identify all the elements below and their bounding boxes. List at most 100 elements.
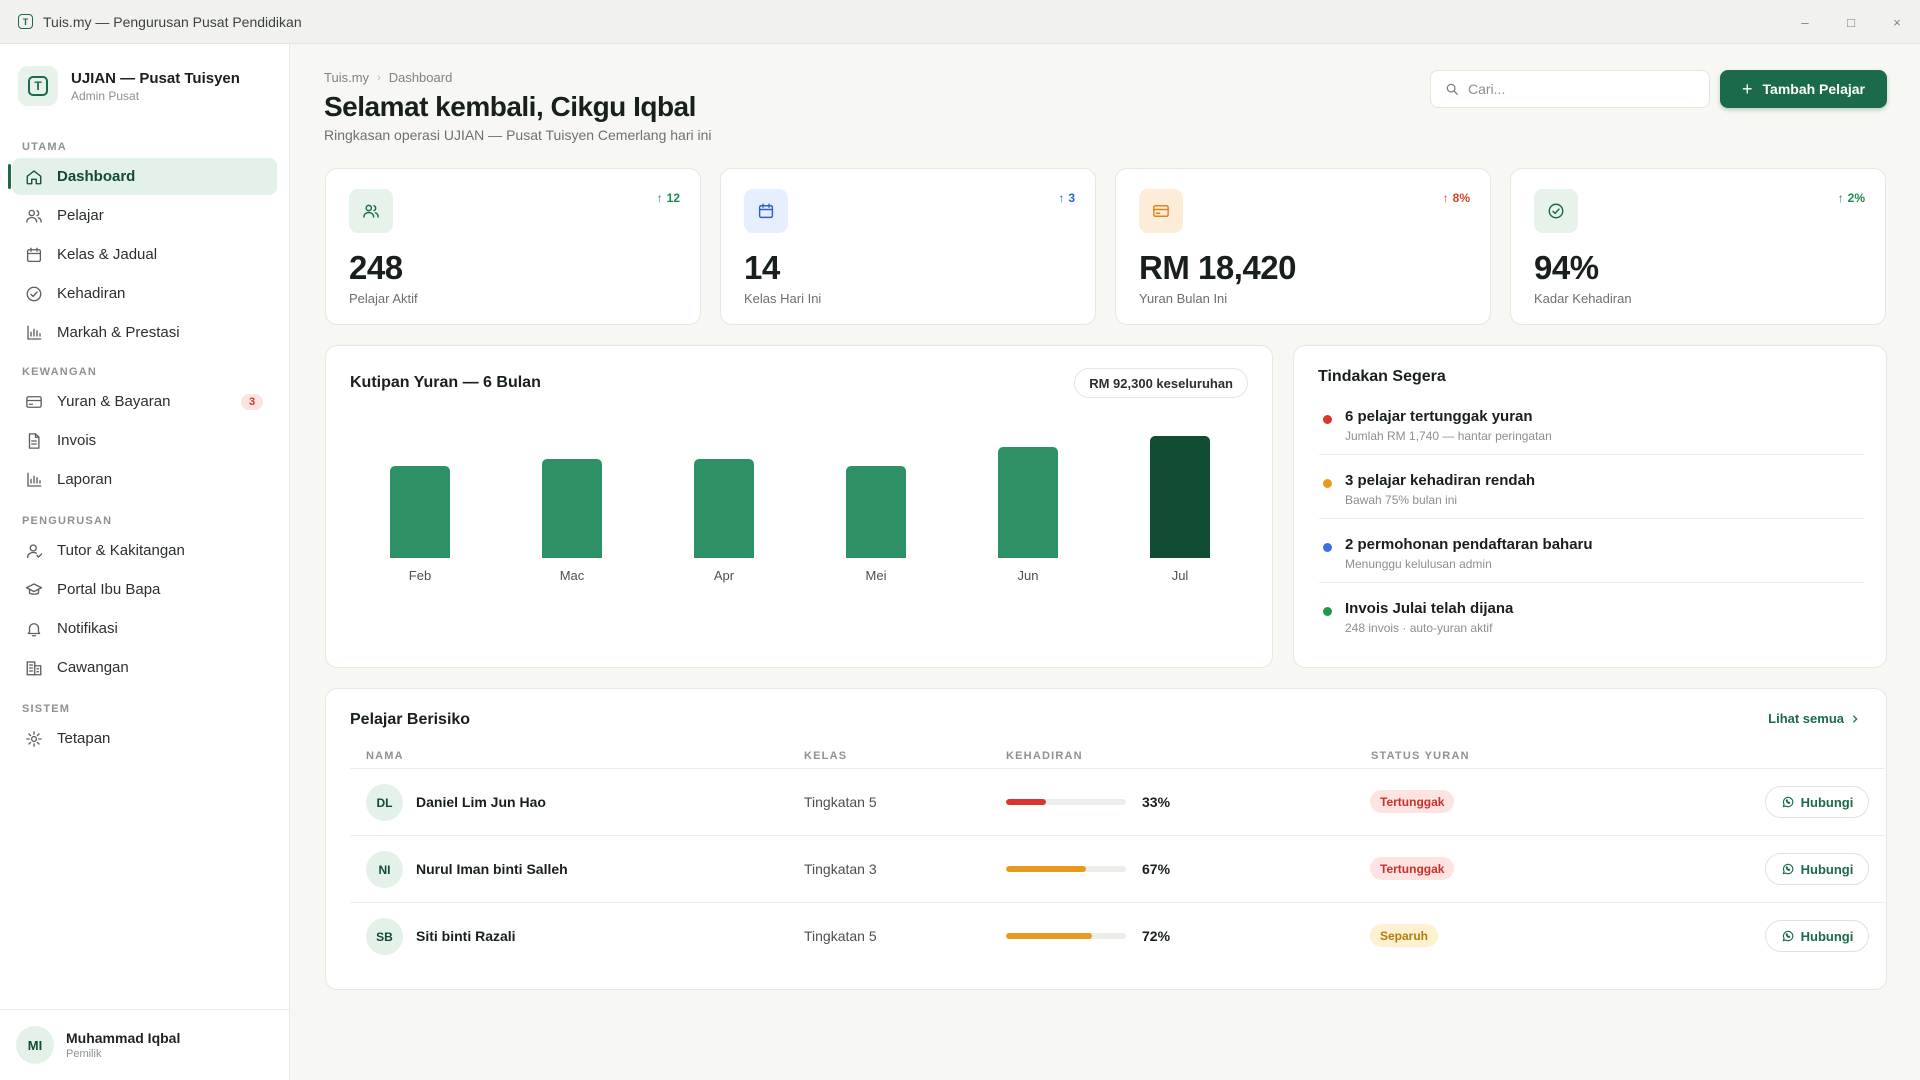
- breadcrumb: Tuis.my › Dashboard: [324, 70, 452, 85]
- student-name: Siti binti Razali: [416, 928, 516, 944]
- stat-card-active-students[interactable]: ↑ 12 248 Pelajar Aktif: [325, 168, 701, 325]
- gear-icon: [26, 730, 42, 747]
- student-name: Daniel Lim Jun Hao: [416, 794, 546, 810]
- sidebar-item-label: Notifikasi: [57, 620, 118, 637]
- sidebar-item-label: Kelas & Jadual: [57, 246, 158, 263]
- contact-button[interactable]: Hubungi: [1765, 853, 1869, 885]
- contact-button[interactable]: Hubungi: [1765, 786, 1869, 818]
- calendar-icon: [744, 189, 788, 233]
- bar-label-mac: Mac: [559, 568, 585, 583]
- table-row[interactable]: NI Nurul Iman binti Salleh Tingkatan 3 6…: [350, 836, 1885, 902]
- breadcrumb-separator: ›: [377, 71, 381, 84]
- urgent-actions-panel: Tindakan Segera 6 pelajar tertunggak yur…: [1293, 345, 1887, 668]
- sidebar-item-label: Dashboard: [57, 168, 136, 185]
- bar-apr[interactable]: [694, 459, 754, 558]
- sidebar-item-pelajar[interactable]: Pelajar: [12, 197, 277, 234]
- sidebar-item-label: Portal Ibu Bapa: [57, 581, 161, 598]
- sidebar-item-notifikasi[interactable]: Notifikasi: [12, 610, 277, 647]
- chevron-right-icon: [1853, 714, 1858, 723]
- column-header-fee-status: STATUS YURAN: [1371, 750, 1470, 762]
- credit-card-icon: [1139, 189, 1183, 233]
- sidebar-item-kehadiran[interactable]: Kehadiran: [12, 275, 277, 312]
- sidebar-item-label: Laporan: [57, 471, 113, 488]
- attendance-percent: 72%: [1142, 928, 1171, 944]
- sidebar-item-portal-ibu-bapa[interactable]: Portal Ibu Bapa: [12, 571, 277, 608]
- bell-icon: [27, 622, 41, 636]
- avatar: MI: [16, 1026, 54, 1064]
- table-row[interactable]: DL Daniel Lim Jun Hao Tingkatan 5 33% Te…: [350, 769, 1885, 835]
- maximize-button[interactable]: □: [1847, 14, 1855, 30]
- stat-value: 14: [744, 249, 780, 286]
- sidebar-item-label: Cawangan: [57, 659, 129, 676]
- status-dot: [1323, 543, 1332, 552]
- check-circle-icon: [1534, 189, 1578, 233]
- file-icon: [28, 432, 40, 449]
- stat-card-attendance-rate[interactable]: ↑ 2% 94% Kadar Kehadiran: [1510, 168, 1886, 325]
- minimize-button[interactable]: –: [1801, 14, 1809, 30]
- bar-label-feb: Feb: [408, 568, 432, 583]
- sidebar-item-label: Invois: [57, 432, 97, 449]
- nav-section-sistem: SISTEM: [22, 703, 71, 715]
- search-icon: [1446, 83, 1458, 95]
- user-profile[interactable]: MI Muhammad Iqbal Pemilik: [0, 1009, 289, 1080]
- status-dot: [1323, 479, 1332, 488]
- student-class: Tingkatan 3: [804, 861, 877, 877]
- sidebar-item-invois[interactable]: Invois: [12, 422, 277, 459]
- user-icon: [26, 543, 43, 558]
- app-logo-icon: T: [18, 14, 33, 29]
- stat-delta: ↑ 8%: [1442, 191, 1470, 205]
- sidebar-item-cawangan[interactable]: Cawangan: [12, 649, 277, 686]
- sidebar-item-tutor-kakitangan[interactable]: Tutor & Kakitangan: [12, 532, 277, 569]
- bar-mac[interactable]: [542, 459, 602, 558]
- whatsapp-icon: [1782, 863, 1793, 875]
- stat-card-classes-today[interactable]: ↑ 3 14 Kelas Hari Ini: [720, 168, 1096, 325]
- nav-section-kewangan: KEWANGAN: [22, 366, 97, 378]
- sidebar-item-yuran-bayaran[interactable]: Yuran & Bayaran 3: [12, 383, 277, 420]
- sidebar-item-laporan[interactable]: Laporan: [12, 461, 277, 498]
- arrow-up-icon: ↑: [1837, 191, 1844, 205]
- sidebar-item-kelas-jadual[interactable]: Kelas & Jadual: [12, 236, 277, 273]
- brand[interactable]: T UJIAN — Pusat Tuisyen Admin Pusat: [18, 66, 240, 106]
- graduation-cap-icon: [25, 582, 43, 595]
- see-all-link[interactable]: Lihat semua: [1768, 711, 1860, 726]
- bar-label-mei: Mei: [865, 568, 887, 583]
- breadcrumb-item-home[interactable]: Tuis.my: [324, 70, 370, 85]
- bar-label-jun: Jun: [1017, 568, 1039, 583]
- sidebar-item-markah-prestasi[interactable]: Markah & Prestasi: [12, 314, 277, 351]
- search-input[interactable]: [1468, 81, 1688, 97]
- sidebar-item-tetapan[interactable]: Tetapan: [12, 720, 277, 757]
- search-box[interactable]: [1430, 70, 1710, 108]
- stat-value: RM 18,420: [1139, 249, 1296, 286]
- table-row[interactable]: SB Siti binti Razali Tingkatan 5 72% Sep…: [350, 903, 1885, 969]
- stat-label: Kadar Kehadiran: [1534, 291, 1632, 306]
- bar-feb[interactable]: [390, 466, 450, 558]
- attendance-bar: [1006, 866, 1126, 872]
- stat-card-monthly-fees[interactable]: ↑ 8% RM 18,420 Yuran Bulan Ini: [1115, 168, 1491, 325]
- brand-logo-icon: T: [18, 66, 58, 106]
- stat-delta: ↑ 3: [1058, 191, 1075, 205]
- bar-jul[interactable]: [1150, 436, 1210, 558]
- status-dot: [1323, 607, 1332, 616]
- check-circle-icon: [26, 286, 42, 301]
- home-icon: [26, 169, 42, 184]
- brand-role: Admin Pusat: [71, 88, 140, 103]
- attendance-percent: 33%: [1142, 794, 1171, 810]
- sidebar-item-label: Yuran & Bayaran: [57, 393, 171, 410]
- sidebar-item-dashboard[interactable]: Dashboard: [8, 158, 277, 195]
- bar-jun[interactable]: [998, 447, 1058, 558]
- attendance-bar: [1006, 799, 1126, 805]
- add-student-button[interactable]: + Tambah Pelajar: [1720, 70, 1887, 108]
- column-header-name: NAMA: [366, 750, 404, 762]
- bar-chart-icon: [27, 472, 42, 487]
- bar-label-apr: Apr: [713, 568, 735, 583]
- close-button[interactable]: ×: [1893, 14, 1901, 30]
- fees-chart-panel: Kutipan Yuran — 6 Bulan RM 92,300 keselu…: [325, 345, 1273, 668]
- nav-section-pengurusan: PENGURUSAN: [22, 515, 113, 527]
- building-icon: [26, 660, 42, 675]
- whatsapp-icon: [1782, 930, 1793, 942]
- contact-button[interactable]: Hubungi: [1765, 920, 1869, 952]
- credit-card-icon: [26, 395, 42, 408]
- brand-name: UJIAN — Pusat Tuisyen: [71, 69, 240, 87]
- page-subtitle: Ringkasan operasi UJIAN — Pusat Tuisyen …: [324, 127, 712, 143]
- bar-mei[interactable]: [846, 466, 906, 558]
